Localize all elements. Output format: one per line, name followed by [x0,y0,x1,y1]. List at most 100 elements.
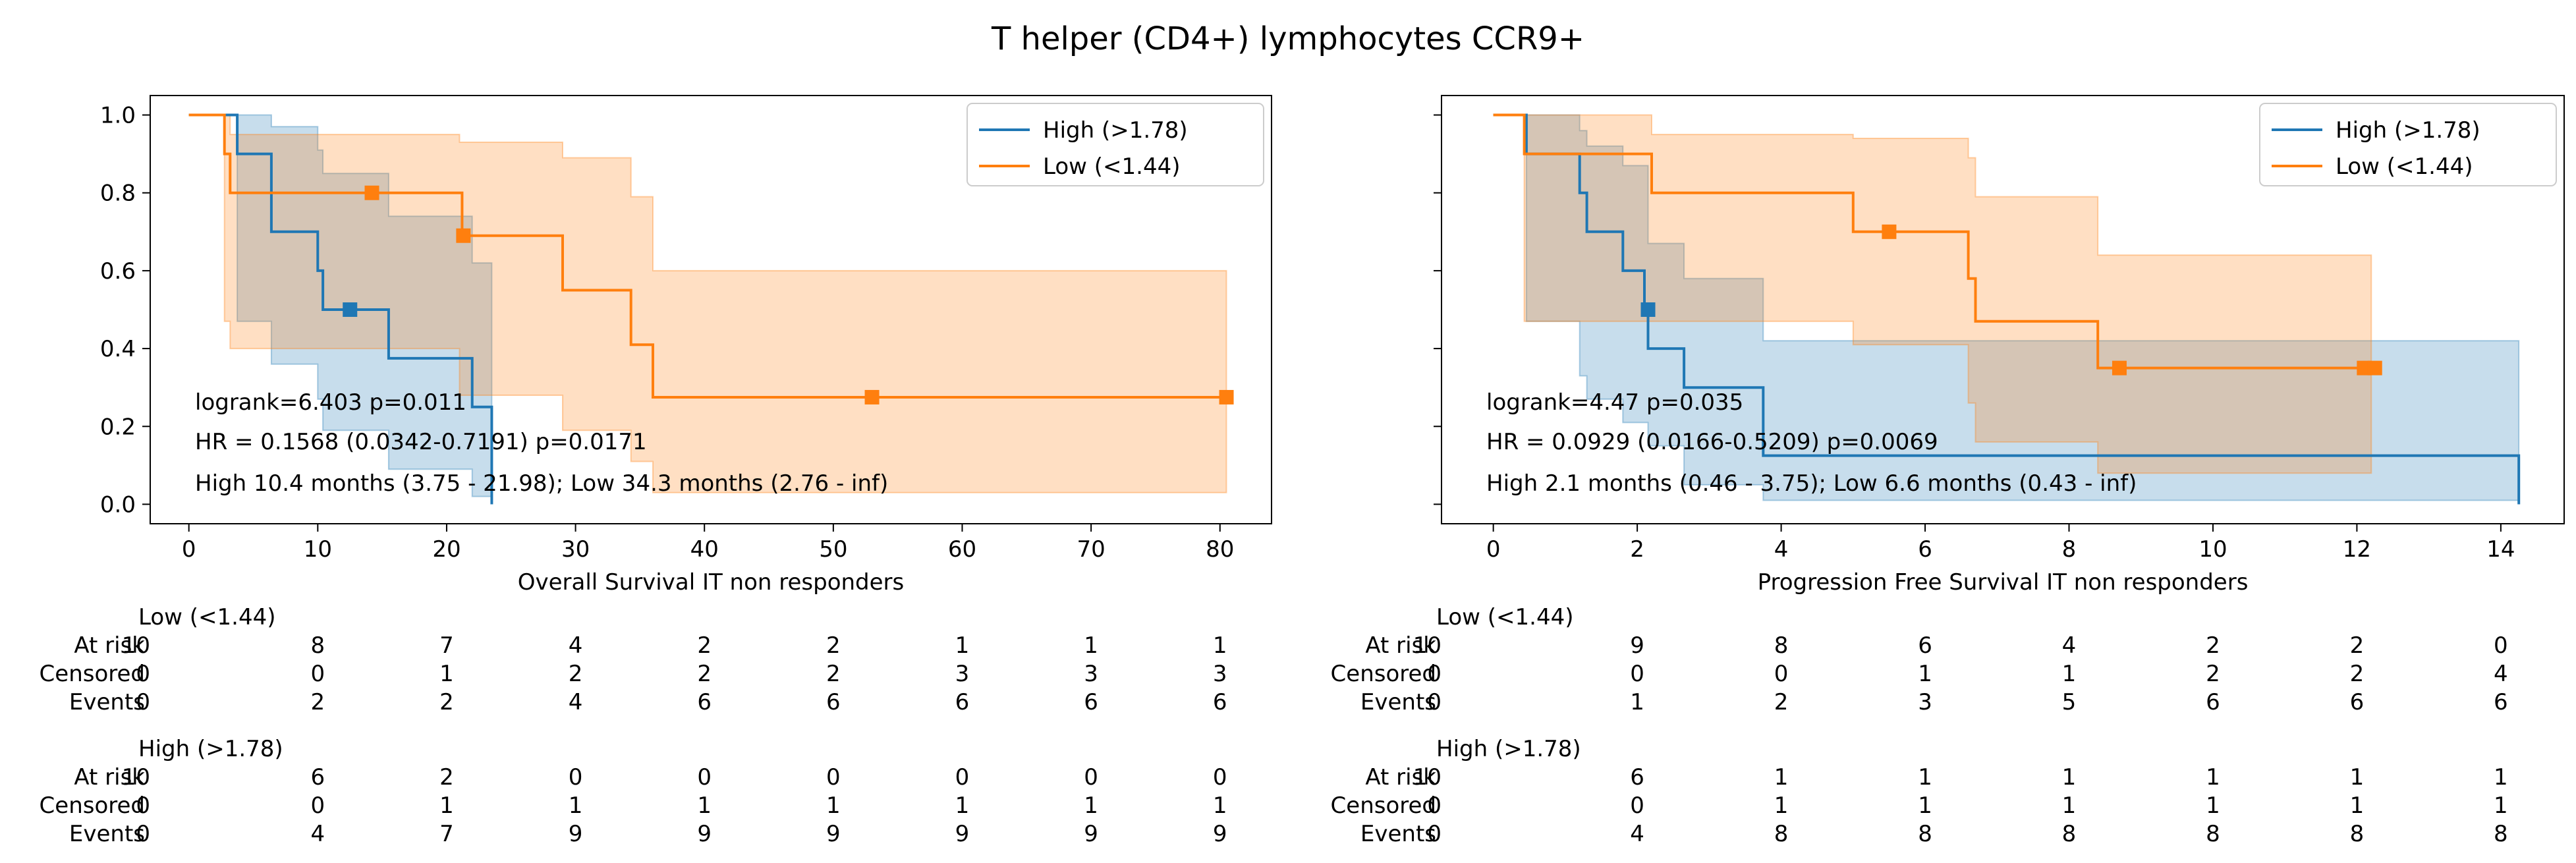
censor-marker-high [343,302,358,317]
risk-table-cell: 10 [122,764,150,791]
risk-table-cell: 0 [1427,689,1442,715]
risk-table-cell: 1 [955,632,970,659]
risk-table-cell: 5 [2062,689,2077,715]
risk-table-cell: 7 [439,632,454,659]
risk-table-cell: 2 [697,632,712,659]
risk-table-cell: 8 [2350,821,2365,847]
risk-table-row-label: Events [1360,689,1436,715]
risk-table-cell: 1 [1774,764,1789,791]
risk-table-cell: 1 [2062,793,2077,819]
censor-marker-high [1640,302,1656,317]
risk-table-cell: 2 [311,689,325,715]
x-tick-label: 70 [1077,536,1105,563]
x-tick-label: 30 [561,536,590,563]
x-tick-label: 10 [2198,536,2227,563]
risk-table-cell: 1 [2206,764,2220,791]
risk-table-cell: 4 [2062,632,2077,659]
risk-table-cell: 0 [1427,793,1442,819]
legend-label: Low (<1.44) [1043,153,1180,180]
risk-table-cell: 8 [1918,821,1932,847]
risk-table-cell: 2 [2350,632,2365,659]
risk-table-cell: 2 [439,689,454,715]
x-axis-label: Progression Free Survival IT non respond… [1758,569,2249,596]
risk-table-cell: 9 [569,821,583,847]
legend-label: High (>1.78) [2336,117,2480,144]
risk-table-cell: 2 [697,661,712,687]
risk-table-cell: 0 [1084,764,1098,791]
risk-table-cell: 1 [2350,764,2365,791]
risk-table-cell: 8 [2062,821,2077,847]
risk-table-cell: 8 [1774,632,1789,659]
censor-marker-low [1219,389,1234,404]
risk-table-group-title: High (>1.78) [1436,736,1581,762]
risk-table-row-label: Censored [40,661,145,687]
stat-annotation: High 10.4 months (3.75 - 21.98); Low 34.… [195,470,888,497]
plot-frame [150,95,1272,524]
censor-marker-low [2112,360,2127,376]
risk-table-cell: 1 [2350,793,2365,819]
risk-table-cell: 0 [136,689,150,715]
risk-table-group-title: Low (<1.44) [138,604,275,630]
risk-table-cell: 10 [122,632,150,659]
x-tick-label: 50 [819,536,847,563]
risk-table-cell: 6 [1213,689,1227,715]
risk-table-cell: 4 [311,821,325,847]
y-tick-label: 1.0 [100,103,136,129]
risk-table-cell: 1 [1084,632,1098,659]
risk-table-cell: 0 [136,793,150,819]
risk-table-cell: 0 [1427,821,1442,847]
risk-table-cell: 0 [1774,661,1789,687]
risk-table-cell: 1 [955,793,970,819]
x-tick-label: 2 [1630,536,1644,563]
risk-table-cell: 8 [2494,821,2508,847]
risk-table-cell: 8 [1774,821,1789,847]
stat-annotation: HR = 0.0929 (0.0166-0.5209) p=0.0069 [1486,429,1938,455]
risk-table-cell: 6 [826,689,841,715]
risk-table-cell: 4 [1630,821,1644,847]
risk-table-cell: 1 [1918,793,1932,819]
y-tick-label: 0.6 [100,258,136,285]
stat-annotation: logrank=6.403 p=0.011 [195,389,466,416]
risk-table-row-label: At risk [74,764,145,791]
risk-table-cell: 3 [1213,661,1227,687]
risk-table-row-label: Censored [40,793,145,819]
x-tick-label: 20 [432,536,461,563]
y-tick-label: 0.2 [100,414,136,440]
risk-table-cell: 1 [826,793,841,819]
risk-table-cell: 2 [826,632,841,659]
risk-table-cell: 8 [2206,821,2220,847]
risk-table-row-label: At risk [1365,764,1436,791]
risk-table-cell: 4 [2494,661,2508,687]
risk-table-cell: 1 [2062,764,2077,791]
x-tick-label: 6 [1918,536,1932,563]
risk-table-cell: 6 [2494,689,2508,715]
legend-box [2259,103,2557,186]
risk-table-cell: 2 [439,764,454,791]
risk-table-cell: 9 [1213,821,1227,847]
x-tick-label: 14 [2486,536,2515,563]
risk-table-row-label: Events [1360,821,1436,847]
risk-table-cell: 6 [955,689,970,715]
risk-table-group-title: High (>1.78) [138,736,283,762]
risk-table-cell: 9 [1630,632,1644,659]
survival-curve-low [1493,113,2372,370]
stat-annotation: logrank=4.47 p=0.035 [1486,389,1743,416]
risk-table-cell: 0 [136,821,150,847]
risk-table-cell: 0 [1213,764,1227,791]
risk-table-cell: 0 [826,764,841,791]
risk-table-cell: 1 [1630,689,1644,715]
legend-box [966,103,1264,186]
risk-table-cell: 10 [1413,632,1442,659]
risk-table-cell: 0 [311,661,325,687]
censor-marker-low [1882,224,1897,239]
risk-table-cell: 9 [1084,821,1098,847]
risk-table-row-label: Censored [1331,661,1436,687]
risk-table-row-label: Events [69,689,145,715]
risk-table-cell: 7 [439,821,454,847]
risk-table-cell: 0 [697,764,712,791]
risk-table-cell: 1 [697,793,712,819]
risk-table-cell: 3 [1918,689,1932,715]
legend-label: Low (<1.44) [2336,153,2473,180]
